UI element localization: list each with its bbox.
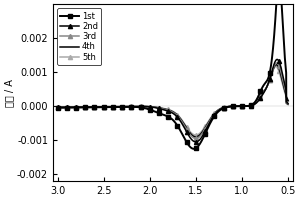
4th <box>68 106 71 108</box>
5th <box>274 65 278 68</box>
2nd <box>286 102 290 104</box>
5th <box>68 106 71 108</box>
4th <box>286 103 290 105</box>
Y-axis label: 电流 / A: 电流 / A <box>4 79 14 107</box>
4th <box>162 108 165 110</box>
2nd <box>280 68 283 71</box>
5th <box>162 107 165 110</box>
5th <box>168 109 171 111</box>
3rd <box>68 106 71 108</box>
5th <box>237 105 241 107</box>
1st <box>280 2 284 4</box>
3rd <box>280 73 283 75</box>
3rd <box>194 137 198 140</box>
1st <box>237 105 241 107</box>
Line: 5th: 5th <box>56 65 290 137</box>
3rd <box>275 62 278 64</box>
5th <box>194 134 198 136</box>
Line: 4th: 4th <box>58 65 288 137</box>
1st <box>168 116 171 119</box>
1st <box>162 114 165 116</box>
1st <box>68 106 71 109</box>
3rd <box>162 108 165 110</box>
4th <box>280 76 283 78</box>
3rd <box>56 106 59 108</box>
1st <box>280 0 283 2</box>
2nd <box>168 110 171 113</box>
5th <box>286 103 290 106</box>
Legend: 1st, 2nd, 3rd, 4th, 5th: 1st, 2nd, 3rd, 4th, 5th <box>57 8 101 65</box>
3rd <box>280 73 284 76</box>
2nd <box>275 58 279 61</box>
4th <box>274 64 278 66</box>
Line: 1st: 1st <box>56 0 290 151</box>
4th <box>168 109 171 112</box>
5th <box>280 79 284 82</box>
2nd <box>194 141 198 143</box>
2nd <box>162 109 165 111</box>
1st <box>56 107 59 109</box>
2nd <box>68 106 71 108</box>
5th <box>56 106 59 108</box>
4th <box>280 76 284 79</box>
1st <box>286 99 290 102</box>
5th <box>280 79 283 81</box>
2nd <box>237 105 241 107</box>
3rd <box>168 110 171 112</box>
2nd <box>56 106 59 109</box>
Line: 3rd: 3rd <box>56 61 290 141</box>
4th <box>237 105 241 107</box>
Line: 2nd: 2nd <box>56 57 290 144</box>
4th <box>56 106 59 108</box>
2nd <box>280 69 284 71</box>
1st <box>192 148 196 150</box>
3rd <box>237 105 241 107</box>
3rd <box>286 103 290 105</box>
4th <box>194 136 198 138</box>
